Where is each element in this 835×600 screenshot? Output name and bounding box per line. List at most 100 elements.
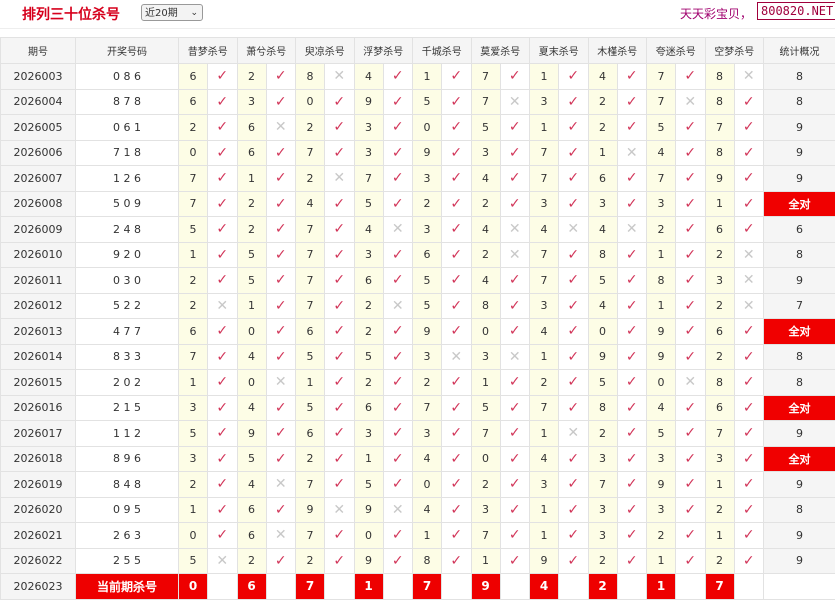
kill-number-cell: 8 <box>705 140 734 166</box>
kill-number-cell: 2 <box>705 293 734 319</box>
kill-number-cell: 7 <box>296 523 325 549</box>
current-kill-number: 7 <box>296 574 325 600</box>
kill-number-cell: 1 <box>296 370 325 396</box>
kill-number-cell: 4 <box>413 497 442 523</box>
check-icon: ✓ <box>266 497 296 523</box>
current-kill-number: 2 <box>588 574 617 600</box>
check-icon: ✓ <box>559 242 589 268</box>
check-icon: ✓ <box>559 523 589 549</box>
kill-number-cell: 1 <box>705 191 734 217</box>
page-title: 排列三十位杀号 <box>22 4 120 24</box>
header-killer: 臾凉杀号 <box>296 38 355 64</box>
stat-cell: 9 <box>764 548 835 574</box>
kill-number-cell: 7 <box>530 395 559 421</box>
kill-number-cell: 1 <box>471 370 500 396</box>
header-stat: 统计概况 <box>764 38 835 64</box>
check-icon: ✓ <box>617 89 647 115</box>
draw-number-cell: 2 0 2 <box>76 370 179 396</box>
check-icon: ✓ <box>676 548 706 574</box>
check-icon: ✓ <box>734 395 764 421</box>
kill-number-cell: 4 <box>354 64 383 90</box>
check-icon: ✓ <box>442 115 472 141</box>
kill-number-cell: 4 <box>237 344 266 370</box>
kill-number-cell: 0 <box>179 140 208 166</box>
kill-number-cell: 2 <box>179 115 208 141</box>
period-select[interactable]: 近20期⌄ <box>141 4 203 21</box>
cross-icon: ✕ <box>500 217 530 243</box>
kill-number-cell: 6 <box>296 421 325 447</box>
issue-cell: 2026013 <box>1 319 76 345</box>
kill-number-cell: 7 <box>588 472 617 498</box>
kill-number-cell: 7 <box>647 64 676 90</box>
blank-cell <box>208 574 238 600</box>
check-icon: ✓ <box>266 319 296 345</box>
header-killer: 空梦杀号 <box>705 38 764 64</box>
check-icon: ✓ <box>734 344 764 370</box>
check-icon: ✓ <box>266 446 296 472</box>
check-icon: ✓ <box>617 472 647 498</box>
check-icon: ✓ <box>325 548 355 574</box>
check-icon: ✓ <box>617 446 647 472</box>
check-icon: ✓ <box>208 472 238 498</box>
kill-number-cell: 1 <box>237 166 266 192</box>
issue-cell: 2026020 <box>1 497 76 523</box>
kill-number-cell: 3 <box>530 293 559 319</box>
check-icon: ✓ <box>325 370 355 396</box>
stat-cell: 全对 <box>764 395 835 421</box>
kill-number-cell: 1 <box>179 497 208 523</box>
check-icon: ✓ <box>442 370 472 396</box>
kill-number-cell: 3 <box>354 421 383 447</box>
blank-cell <box>383 574 413 600</box>
kill-number-cell: 5 <box>413 89 442 115</box>
site-link[interactable]: 800820.NET <box>757 2 835 20</box>
kill-number-cell: 3 <box>647 446 676 472</box>
kill-number-cell: 2 <box>647 523 676 549</box>
check-icon: ✓ <box>442 268 472 294</box>
stat-cell: 9 <box>764 421 835 447</box>
stat-cell: 全对 <box>764 191 835 217</box>
kill-number-cell: 6 <box>354 268 383 294</box>
issue-cell: 2026008 <box>1 191 76 217</box>
check-icon: ✓ <box>617 370 647 396</box>
check-icon: ✓ <box>208 89 238 115</box>
check-icon: ✓ <box>500 140 530 166</box>
blank-cell <box>325 574 355 600</box>
kill-number-cell: 2 <box>705 344 734 370</box>
kill-number-cell: 3 <box>179 395 208 421</box>
check-icon: ✓ <box>559 191 589 217</box>
kill-number-cell: 2 <box>647 217 676 243</box>
kill-number-cell: 2 <box>588 115 617 141</box>
kill-number-cell: 7 <box>705 421 734 447</box>
kill-number-cell: 7 <box>705 115 734 141</box>
kill-number-cell: 9 <box>647 344 676 370</box>
check-icon: ✓ <box>617 166 647 192</box>
kill-number-cell: 8 <box>588 395 617 421</box>
check-icon: ✓ <box>442 446 472 472</box>
stat-cell: 9 <box>764 115 835 141</box>
issue-cell: 2026006 <box>1 140 76 166</box>
check-icon: ✓ <box>559 64 589 90</box>
blank-cell <box>734 574 764 600</box>
kill-number-cell: 4 <box>647 395 676 421</box>
kill-number-cell: 7 <box>296 217 325 243</box>
kill-number-cell: 1 <box>530 344 559 370</box>
check-icon: ✓ <box>559 395 589 421</box>
cross-icon: ✕ <box>500 344 530 370</box>
check-icon: ✓ <box>442 89 472 115</box>
current-kill-number: 0 <box>179 574 208 600</box>
cross-icon: ✕ <box>734 242 764 268</box>
kill-number-cell: 8 <box>705 89 734 115</box>
header-killer: 莫爱杀号 <box>471 38 530 64</box>
kill-number-cell: 1 <box>413 523 442 549</box>
check-icon: ✓ <box>500 166 530 192</box>
header-killer: 千城杀号 <box>413 38 472 64</box>
blank-cell <box>764 574 835 600</box>
check-icon: ✓ <box>442 472 472 498</box>
kill-number-cell: 8 <box>705 370 734 396</box>
check-icon: ✓ <box>208 217 238 243</box>
kill-number-cell: 9 <box>413 140 442 166</box>
check-icon: ✓ <box>266 140 296 166</box>
